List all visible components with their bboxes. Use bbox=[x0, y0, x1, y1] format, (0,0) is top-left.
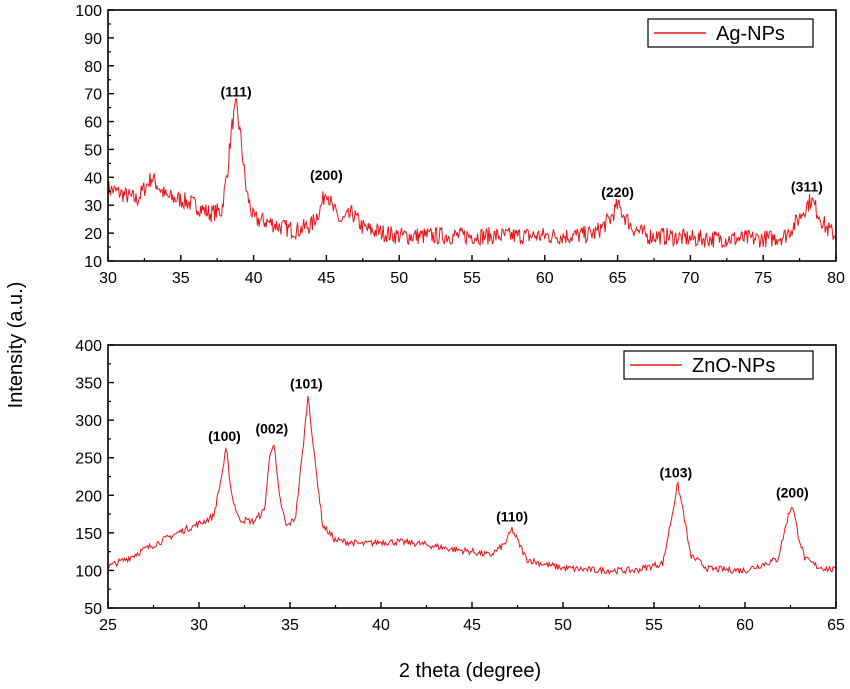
zno-nps-x-tick-label: 45 bbox=[463, 617, 481, 634]
ag-nps-plot-frame bbox=[107, 9, 837, 262]
ag-nps-peak-label: (111) bbox=[221, 83, 252, 99]
ag-nps-y-tick-label: 10 bbox=[84, 254, 102, 271]
ag-nps-peak-label: (200) bbox=[310, 167, 343, 183]
ag-nps-y-tick-label: 90 bbox=[84, 31, 102, 48]
zno-nps-panel: 25 30 35 40 45 50 55 60 65 50 100 150 200 250 300 350 40… bbox=[75, 338, 845, 634]
ag-nps-series-line bbox=[108, 98, 836, 248]
ag-nps-x-tick-label: 30 bbox=[99, 270, 117, 287]
zno-nps-x-tick-label: 55 bbox=[645, 617, 663, 634]
ag-nps-panel: 30 35 40 45 50 55 60 65 70 75 80 10 20 30 40 50 60 70 80 90… bbox=[75, 3, 845, 287]
ag-nps-x-tick-label: 35 bbox=[172, 270, 190, 287]
ag-nps-y-tick-label: 20 bbox=[84, 226, 102, 243]
ag-nps-y-tick-label: 40 bbox=[84, 170, 102, 187]
zno-nps-x-tick-label: 50 bbox=[554, 617, 572, 634]
zno-nps-x-tick-label: 25 bbox=[99, 617, 117, 634]
ag-nps-legend-label: Ag-NPs bbox=[716, 23, 785, 45]
zno-nps-peak-label: (110) bbox=[496, 509, 528, 525]
ag-nps-peak-label: (311) bbox=[791, 178, 823, 194]
ag-nps-x-tick-label: 40 bbox=[245, 270, 263, 287]
ag-nps-x-tick-label: 80 bbox=[827, 270, 845, 287]
ag-nps-y-tick-label: 30 bbox=[84, 198, 102, 215]
zno-nps-peak-label: (200) bbox=[776, 485, 809, 501]
ag-nps-y-tick-label: 60 bbox=[84, 115, 102, 132]
zno-nps-series-line bbox=[108, 395, 836, 576]
ag-nps-y-tick-label: 50 bbox=[84, 142, 102, 159]
zno-nps-y-tick-label: 300 bbox=[75, 413, 102, 430]
zno-nps-x-tick-label: 65 bbox=[827, 617, 845, 634]
zno-nps-y-tick-label: 200 bbox=[75, 488, 102, 505]
zno-nps-x-tick-label: 35 bbox=[281, 617, 299, 634]
zno-nps-peak-label: (103) bbox=[659, 464, 692, 480]
zno-nps-y-tick-label: 150 bbox=[75, 526, 102, 543]
zno-nps-y-tick-label: 50 bbox=[84, 601, 102, 618]
ag-nps-x-tick-label: 60 bbox=[536, 270, 554, 287]
ag-nps-y-tick-label: 70 bbox=[84, 87, 102, 104]
zno-nps-y-tick-label: 250 bbox=[75, 451, 102, 468]
ag-nps-x-tick-label: 55 bbox=[463, 270, 481, 287]
ag-nps-peak-label: (220) bbox=[601, 184, 634, 200]
zno-nps-y-tick-label: 350 bbox=[75, 376, 102, 393]
zno-nps-peak-label: (002) bbox=[255, 421, 288, 437]
zno-nps-y-tick-label: 100 bbox=[75, 563, 102, 580]
x-axis-label: 2 theta (degree) bbox=[399, 660, 541, 682]
ag-nps-x-tick-label: 65 bbox=[609, 270, 627, 287]
zno-nps-y-tick-label: 400 bbox=[75, 338, 102, 355]
zno-nps-legend-label: ZnO-NPs bbox=[692, 355, 775, 377]
ag-nps-x-tick-label: 50 bbox=[390, 270, 408, 287]
zno-nps-x-tick-label: 40 bbox=[372, 617, 390, 634]
ag-nps-legend: Ag-NPs bbox=[647, 18, 814, 48]
y-axis-label: Intensity (a.u.) bbox=[5, 282, 27, 409]
ag-nps-x-tick-label: 45 bbox=[318, 270, 336, 287]
zno-nps-legend: ZnO-NPs bbox=[623, 350, 814, 380]
zno-nps-x-tick-label: 60 bbox=[736, 617, 754, 634]
zno-nps-peak-label: (100) bbox=[208, 428, 241, 444]
ag-nps-x-tick-label: 70 bbox=[682, 270, 700, 287]
ag-nps-x-tick-label: 75 bbox=[754, 270, 772, 287]
zno-nps-peak-label: (101) bbox=[290, 376, 323, 392]
zno-nps-x-tick-label: 30 bbox=[190, 617, 208, 634]
ag-nps-y-tick-label: 80 bbox=[84, 59, 102, 76]
ag-nps-y-tick-label: 100 bbox=[75, 3, 102, 20]
